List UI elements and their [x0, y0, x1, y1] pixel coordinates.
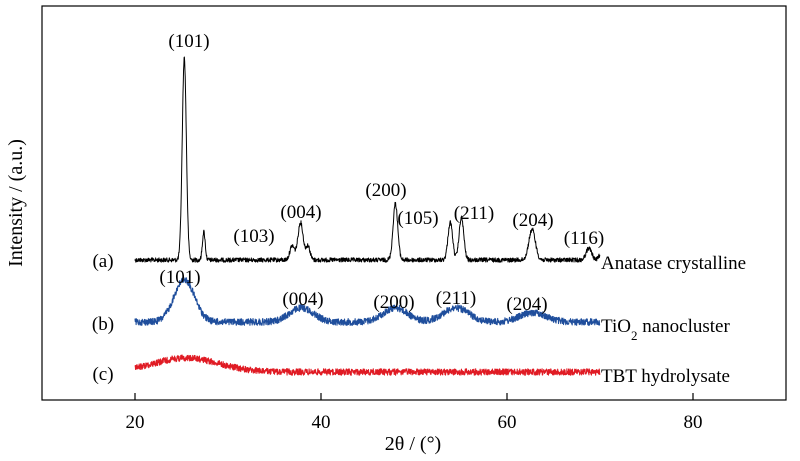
y-axis-title: Intensity / (a.u.) [5, 139, 27, 267]
trace-name-label: Anatase crystalline [601, 253, 746, 274]
trace-line [134, 354, 601, 376]
peak-label: (211) [454, 203, 494, 224]
x-tick-label: 20 [126, 412, 145, 433]
peak-label: (204) [512, 210, 553, 231]
plot-frame [41, 5, 787, 401]
peak-label: (103) [233, 226, 274, 247]
peak-label: (101) [168, 31, 209, 52]
x-tick-label: 40 [312, 412, 331, 433]
peak-label: (004) [282, 289, 323, 310]
peak-label: (200) [373, 292, 414, 313]
trace-letter-label: (b) [92, 314, 114, 335]
x-ticks: 20 40 60 80 [126, 393, 703, 433]
trace-line [134, 56, 601, 263]
trace-letter-label: (c) [92, 364, 113, 385]
x-axis-title: 2θ / (°) [385, 433, 441, 455]
peak-label: (200) [365, 180, 406, 201]
traces [134, 56, 601, 376]
peak-label: (105) [397, 208, 438, 229]
peak-label: (211) [436, 288, 476, 309]
x-tick-label: 60 [498, 412, 517, 433]
peak-label: (116) [564, 228, 604, 249]
peak-label: (101) [159, 267, 200, 288]
peak-label: (204) [506, 294, 547, 315]
trace-letter-label: (a) [92, 251, 113, 272]
labels: (a) Anatase crystalline (b) TiO2 nanocluste… [92, 31, 746, 387]
peak-label: (004) [280, 202, 321, 223]
x-tick-label: 80 [684, 412, 703, 433]
trace-name-label: TBT hydrolysate [601, 366, 730, 387]
trace-name-label: TiO2 nanocluster [601, 316, 730, 343]
trace-line [134, 277, 601, 326]
